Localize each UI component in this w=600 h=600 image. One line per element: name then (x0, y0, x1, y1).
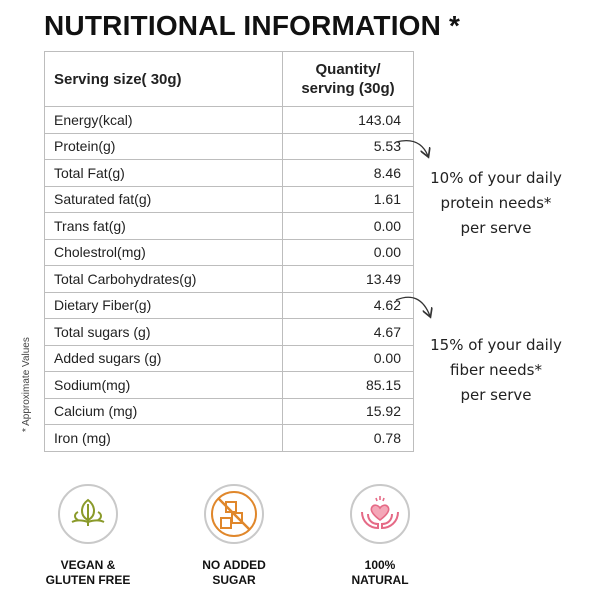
fiber-note: 15% of your daily fiber needs* per serve (411, 333, 581, 408)
nutrient-value: 5.53 (282, 132, 414, 160)
nutrient-name: Total Carbohydrates(g) (44, 265, 283, 293)
nutrient-value: 15.92 (282, 397, 414, 425)
page-title: NUTRITIONAL INFORMATION * (44, 10, 461, 41)
sugar-badge-line2: SUGAR (212, 573, 256, 587)
protein-note-line2: protein needs* (440, 194, 552, 212)
sugar-cubes-crossed-icon (204, 484, 264, 544)
vegan-badge-line1: VEGAN & (60, 558, 116, 572)
table-row: Energy(kcal) 143.04 (44, 106, 414, 134)
nutrient-name: Calcium (mg) (44, 397, 283, 425)
protein-note-line1: 10% of your daily (430, 169, 562, 187)
nutrient-value: 0.00 (282, 212, 414, 240)
fiber-note-line1: 15% of your daily (430, 336, 562, 354)
nutrient-value: 0.78 (282, 424, 414, 452)
sugar-badge-line1: NO ADDED (202, 558, 266, 572)
protein-arrow (395, 139, 428, 156)
fiber-note-line3: per serve (460, 386, 532, 404)
nutrient-value: 143.04 (282, 106, 414, 134)
table-row: Dietary Fiber(g) 4.62 (44, 291, 414, 319)
protein-note: 10% of your daily protein needs* per ser… (411, 166, 581, 241)
table-row: Total Carbohydrates(g) 13.49 (44, 265, 414, 293)
nutrient-value: 8.46 (282, 159, 414, 187)
table-header-row: Serving size( 30g) Quantity/ serving (30… (44, 51, 414, 107)
nutrient-name: Energy(kcal) (44, 106, 283, 134)
nutrient-value: 1.61 (282, 185, 414, 213)
table-row: Total Fat(g) 8.46 (44, 159, 414, 187)
natural-badge-line1: 100% (364, 558, 396, 572)
table-row: Iron (mg) 0.78 (44, 424, 414, 452)
nutrient-name: Sodium(mg) (44, 371, 283, 399)
table-row: Saturated fat(g) 1.61 (44, 185, 414, 213)
nutrition-table: Serving size( 30g) Quantity/ serving (30… (44, 51, 414, 452)
fiber-note-line2: fiber needs* (450, 361, 542, 379)
nutrient-value: 4.62 (282, 291, 414, 319)
quantity-header-line1: Quantity/ (315, 61, 381, 78)
natural-badge-label: 100% NATURAL (320, 558, 440, 588)
nutrient-name: Added sugars (g) (44, 344, 283, 372)
table-row: Trans fat(g) 0.00 (44, 212, 414, 240)
nutrient-name: Iron (mg) (44, 424, 283, 452)
natural-badge-line2: NATURAL (351, 573, 409, 587)
quantity-header-line2: serving (30g) (301, 80, 395, 97)
sugar-badge-label: NO ADDED SUGAR (174, 558, 294, 588)
table-row: Calcium (mg) 15.92 (44, 397, 414, 425)
heart-hands-icon (350, 484, 410, 544)
quantity-header: Quantity/ serving (30g) (282, 51, 414, 107)
nutrient-name: Total Fat(g) (44, 159, 283, 187)
no-added-sugar-badge: NO ADDED SUGAR (174, 482, 294, 588)
vegan-badge-line2: GLUTEN FREE (45, 573, 131, 587)
nutrient-name: Saturated fat(g) (44, 185, 283, 213)
table-row: Protein(g) 5.53 (44, 132, 414, 160)
nutrient-name: Protein(g) (44, 132, 283, 160)
natural-badge: 100% NATURAL (320, 482, 440, 588)
vegan-badge-label: VEGAN & GLUTEN FREE (28, 558, 148, 588)
leaf-icon (58, 484, 118, 544)
nutrient-name: Trans fat(g) (44, 212, 283, 240)
serving-size-header: Serving size( 30g) (44, 51, 283, 107)
vegan-gluten-free-badge: VEGAN & GLUTEN FREE (28, 482, 148, 588)
nutrient-name: Cholestrol(mg) (44, 238, 283, 266)
nutrient-name: Dietary Fiber(g) (44, 291, 283, 319)
protein-note-line3: per serve (460, 219, 532, 237)
fiber-arrow (395, 296, 430, 316)
